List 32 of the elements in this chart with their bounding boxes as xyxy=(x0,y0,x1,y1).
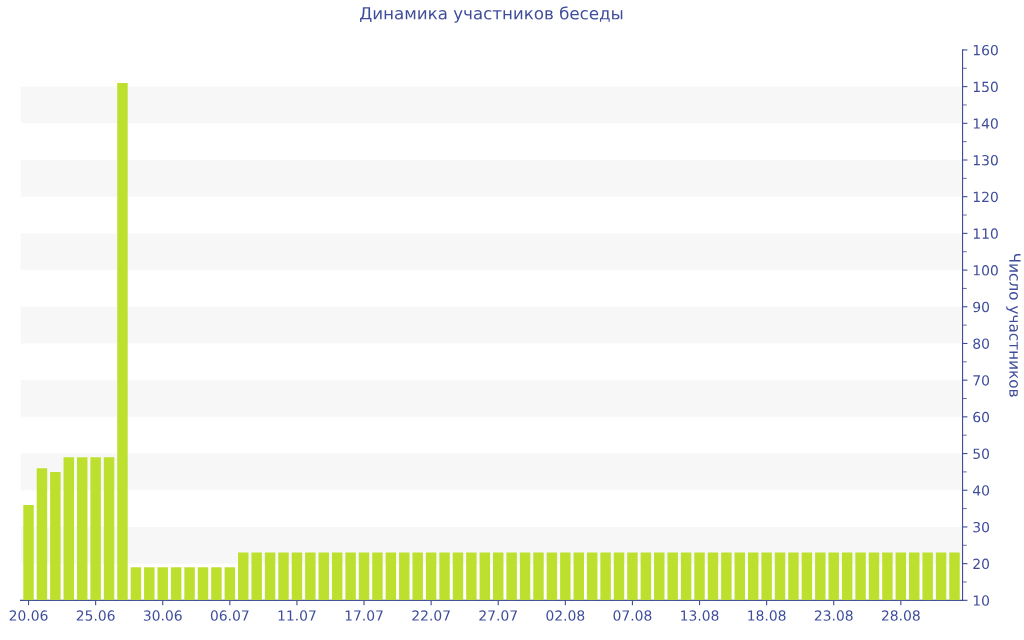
y2-tick-label: 110 xyxy=(973,228,998,239)
y2-tick-label: 40 xyxy=(972,485,990,496)
y2-tick-label: 80 xyxy=(973,338,990,349)
chart-title: Динамика участников беседы xyxy=(360,6,623,23)
y2-tick-label: 70 xyxy=(973,375,990,386)
y2-tick-label: 120 xyxy=(973,191,998,203)
y2-tick-label: 160 xyxy=(973,44,998,56)
x-tick-label: 23.08 xyxy=(814,610,853,621)
y2-tick-label: 150 xyxy=(973,81,998,93)
y2-tick-label: 140 xyxy=(973,118,998,129)
x-tick-label: 13.08 xyxy=(681,610,719,621)
x-tick-label: 18.08 xyxy=(748,610,786,621)
y2-tick-label: 130 xyxy=(973,154,998,166)
x-tick-label: 20.06 xyxy=(9,610,48,621)
x-tick-label: 22.07 xyxy=(412,610,450,621)
y2-tick-label: 90 xyxy=(973,301,990,313)
y2-tick-label: 50 xyxy=(973,448,990,460)
x-tick-label: 02.08 xyxy=(546,610,585,621)
x-tick-label: 30.06 xyxy=(143,610,182,621)
x-tick-label: 28.08 xyxy=(881,610,920,621)
x-tick-label: 27.07 xyxy=(479,610,517,621)
x-tick-label: 11.07 xyxy=(278,610,316,621)
x-tick-label: 25.06 xyxy=(76,610,115,621)
y2-tick-label: 30 xyxy=(973,521,990,533)
y2-axis-title: Число участников xyxy=(1006,253,1021,397)
y2-tick-label: 100 xyxy=(973,265,998,276)
y2-tick-label: 10 xyxy=(973,595,990,606)
x-tick-label: 17.07 xyxy=(345,610,383,621)
x-tick-label: 07.08 xyxy=(613,610,652,621)
x-tick-label: 06.07 xyxy=(210,610,249,621)
y2-tick-label: 20 xyxy=(973,558,990,570)
y2-tick-label: 60 xyxy=(973,411,990,423)
